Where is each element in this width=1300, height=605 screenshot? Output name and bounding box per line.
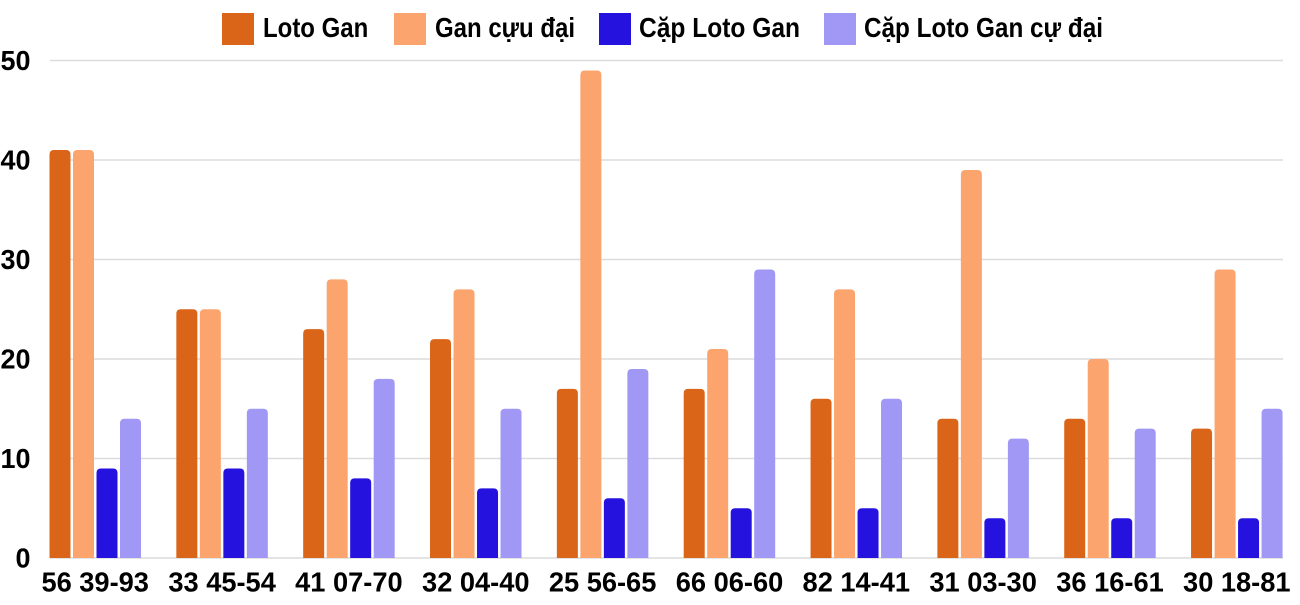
svg-text:50: 50 (1, 45, 31, 76)
svg-text:56 39-93: 56 39-93 (41, 567, 149, 598)
svg-text:Gan cựu đại: Gan cựu đại (435, 12, 575, 43)
svg-text:25 56-65: 25 56-65 (549, 567, 657, 598)
svg-text:10: 10 (1, 443, 31, 474)
svg-text:Cặp Loto Gan cự đại: Cặp Loto Gan cự đại (864, 12, 1103, 43)
svg-text:20: 20 (1, 344, 31, 375)
svg-text:40: 40 (1, 145, 31, 176)
svg-text:0: 0 (16, 543, 31, 574)
svg-text:31 03-30: 31 03-30 (929, 567, 1037, 598)
svg-text:Loto Gan: Loto Gan (263, 12, 368, 43)
svg-text:32 04-40: 32 04-40 (422, 567, 530, 598)
svg-text:30: 30 (1, 244, 31, 275)
svg-text:33 45-54: 33 45-54 (168, 567, 276, 598)
svg-text:82 14-41: 82 14-41 (803, 567, 911, 598)
svg-text:36 16-61: 36 16-61 (1056, 567, 1164, 598)
svg-text:41 07-70: 41 07-70 (295, 567, 403, 598)
svg-text:30 18-81: 30 18-81 (1183, 567, 1291, 598)
svg-text:66 06-60: 66 06-60 (676, 567, 784, 598)
svg-text:Cặp Loto Gan: Cặp Loto Gan (639, 12, 800, 43)
